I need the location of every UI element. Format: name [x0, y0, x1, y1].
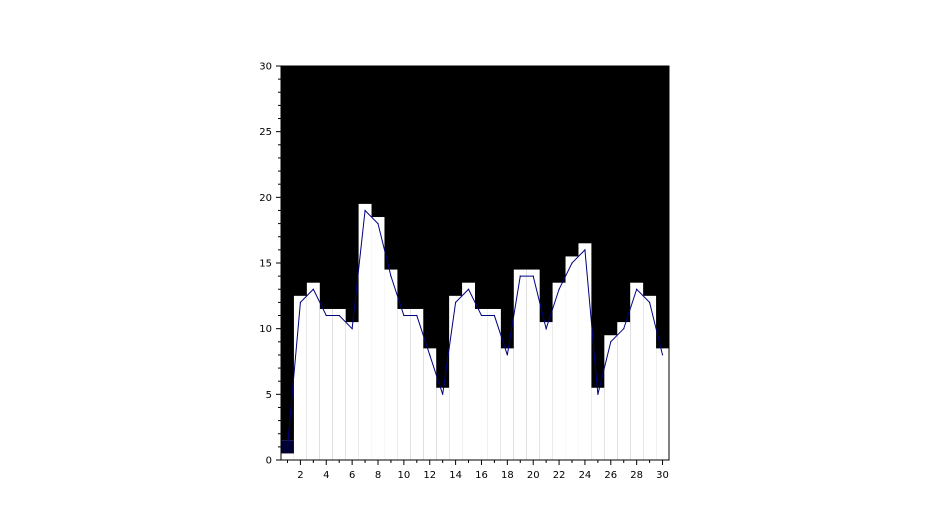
data-point [584, 249, 586, 251]
y-axis: 0 5 10 15 20 25 30 [259, 62, 282, 467]
x-tick-label: 24 [579, 470, 592, 481]
cell-bar [552, 282, 566, 460]
y-tick-label: 5 [266, 390, 272, 401]
data-point [416, 314, 418, 317]
cell-bar [487, 308, 501, 460]
cell-bar [345, 322, 359, 460]
cell-bar [410, 308, 424, 460]
cell-bar [306, 282, 320, 460]
data-point [403, 314, 405, 317]
cell-bar [617, 322, 631, 460]
data-point [351, 328, 353, 330]
cell-bar [604, 335, 618, 460]
y-tick-label: 20 [259, 193, 272, 204]
data-point [467, 288, 470, 290]
data-point [338, 314, 340, 317]
cell-bar [539, 322, 553, 460]
x-tick-label: 30 [656, 470, 669, 481]
x-tick-label: 20 [527, 470, 540, 481]
cell-bar [630, 282, 644, 460]
cell-bar [423, 348, 437, 460]
x-tick-label: 18 [501, 470, 514, 481]
data-point [610, 341, 612, 343]
x-tick-label: 10 [397, 470, 410, 481]
cell-bar [475, 308, 488, 460]
data-point [493, 314, 495, 317]
cell-bar [513, 269, 527, 460]
series-line [286, 209, 664, 447]
cell-bar [293, 295, 307, 460]
y-tick-label: 30 [259, 62, 272, 73]
cell-bar [643, 295, 657, 460]
data-point [286, 446, 289, 448]
y-tick-label: 0 [266, 456, 272, 467]
data-point [571, 262, 573, 264]
cell-bar [319, 308, 333, 460]
cell-bar [397, 308, 411, 460]
x-tick-label: 28 [630, 470, 643, 481]
x-tick-label: 26 [604, 470, 617, 481]
y-tick-label: 15 [259, 259, 272, 270]
data-point [649, 301, 651, 303]
data-point [597, 393, 599, 395]
data-point [390, 275, 392, 277]
data-point [506, 354, 508, 356]
x-tick-label: 8 [375, 470, 381, 481]
y-tick-label: 10 [259, 324, 272, 335]
data-point [299, 301, 301, 303]
x-tick-label: 22 [553, 470, 566, 481]
cell-bar [436, 387, 450, 460]
cell-bar [449, 295, 463, 460]
data-point [661, 354, 664, 356]
x-tick-label: 6 [349, 470, 355, 481]
x-axis: 2 4 6 8 10 12 14 16 18 20 22 24 26 28 30 [281, 459, 669, 481]
x-tick-label: 16 [475, 470, 488, 481]
cell-bar [462, 282, 475, 460]
cell-bar [591, 387, 605, 460]
cell-bar [371, 217, 385, 460]
cell-bar [656, 348, 669, 460]
cell-bar [565, 256, 579, 460]
data-point [558, 288, 560, 290]
cell-bar [526, 269, 540, 460]
x-tick-label: 4 [323, 470, 329, 481]
data-point [519, 275, 521, 277]
data-point [325, 314, 327, 317]
x-tick-label: 14 [449, 470, 462, 481]
y-tick-label: 25 [259, 127, 272, 138]
cell-bar [358, 203, 372, 460]
x-tick-label: 2 [297, 470, 303, 481]
data-point [636, 288, 638, 290]
data-point [532, 275, 534, 277]
data-point [623, 328, 625, 330]
x-tick-label: 12 [423, 470, 436, 481]
data-point [364, 209, 366, 212]
data-point [480, 314, 483, 317]
cell-bar [332, 308, 346, 460]
cell-bar [500, 348, 514, 460]
data-point [429, 354, 431, 356]
plot-area [280, 65, 670, 461]
cell-bar [384, 269, 398, 460]
data-point [312, 288, 314, 290]
data-point [455, 301, 457, 303]
data-point [545, 328, 547, 330]
cell-bar [578, 243, 592, 460]
data-point [377, 223, 379, 225]
data-point [442, 393, 444, 395]
